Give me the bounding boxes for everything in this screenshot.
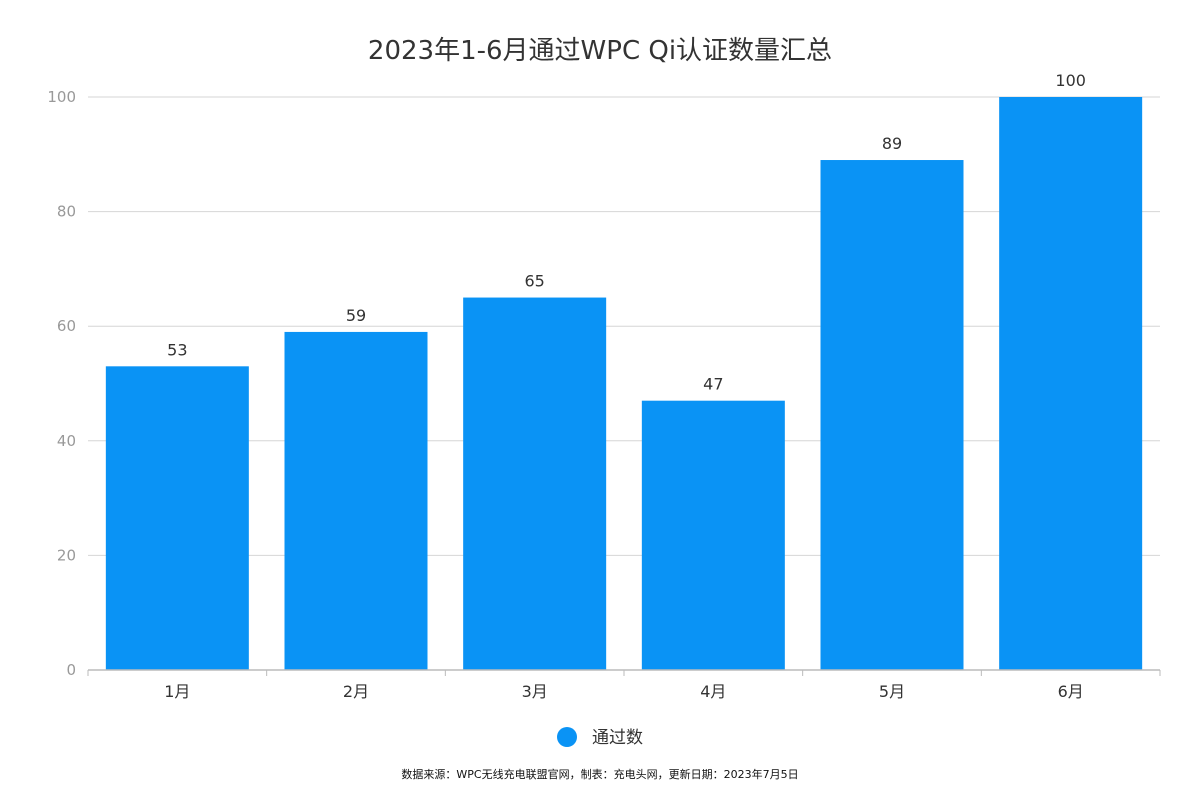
bar-6[interactable]: [999, 97, 1143, 670]
data-label-4: 47: [703, 375, 723, 394]
bar-4[interactable]: [641, 400, 785, 670]
x-category-label-1: 1月: [164, 682, 190, 701]
y-tick-label-80: 80: [57, 203, 76, 221]
data-label-1: 53: [167, 340, 187, 359]
x-category-label-5: 5月: [879, 682, 905, 701]
y-tick-label-20: 20: [57, 546, 76, 564]
source-note: 数据来源：WPC无线充电联盟官网，制表：充电头网，更新日期：2023年7月5日: [401, 767, 798, 781]
legend[interactable]: 通过数: [557, 727, 643, 748]
bar-1[interactable]: [105, 366, 249, 670]
legend-marker-circle[interactable]: [557, 727, 577, 747]
chart-title: 2023年1-6月通过WPC Qi认证数量汇总: [368, 36, 832, 66]
x-category-label-2: 2月: [343, 682, 369, 701]
legend-label-series-0[interactable]: 通过数: [592, 728, 643, 748]
data-label-3: 65: [524, 272, 544, 291]
x-category-label-4: 4月: [700, 682, 726, 701]
bars: [105, 97, 1143, 670]
gridlines: [88, 96, 1160, 556]
x-axis: [87, 669, 1161, 676]
data-label-2: 59: [346, 306, 366, 325]
data-label-6: 100: [1055, 71, 1086, 90]
y-tick-label-0: 0: [66, 661, 76, 679]
bar-5[interactable]: [820, 160, 964, 670]
data-labels: 53 59 65 47 89 100: [167, 71, 1086, 394]
bar-3[interactable]: [463, 297, 607, 670]
x-category-label-3: 3月: [522, 682, 548, 701]
y-axis-tick-labels: 0 20 40 60 80 100: [47, 88, 76, 679]
y-tick-label-60: 60: [57, 317, 76, 335]
x-category-label-6: 6月: [1058, 682, 1084, 701]
y-tick-label-40: 40: [57, 432, 76, 450]
bar-2[interactable]: [284, 331, 428, 670]
x-axis-category-labels: 1月 2月 3月 4月 5月 6月: [164, 682, 1084, 701]
data-label-5: 89: [882, 134, 902, 153]
y-tick-label-100: 100: [47, 88, 76, 106]
